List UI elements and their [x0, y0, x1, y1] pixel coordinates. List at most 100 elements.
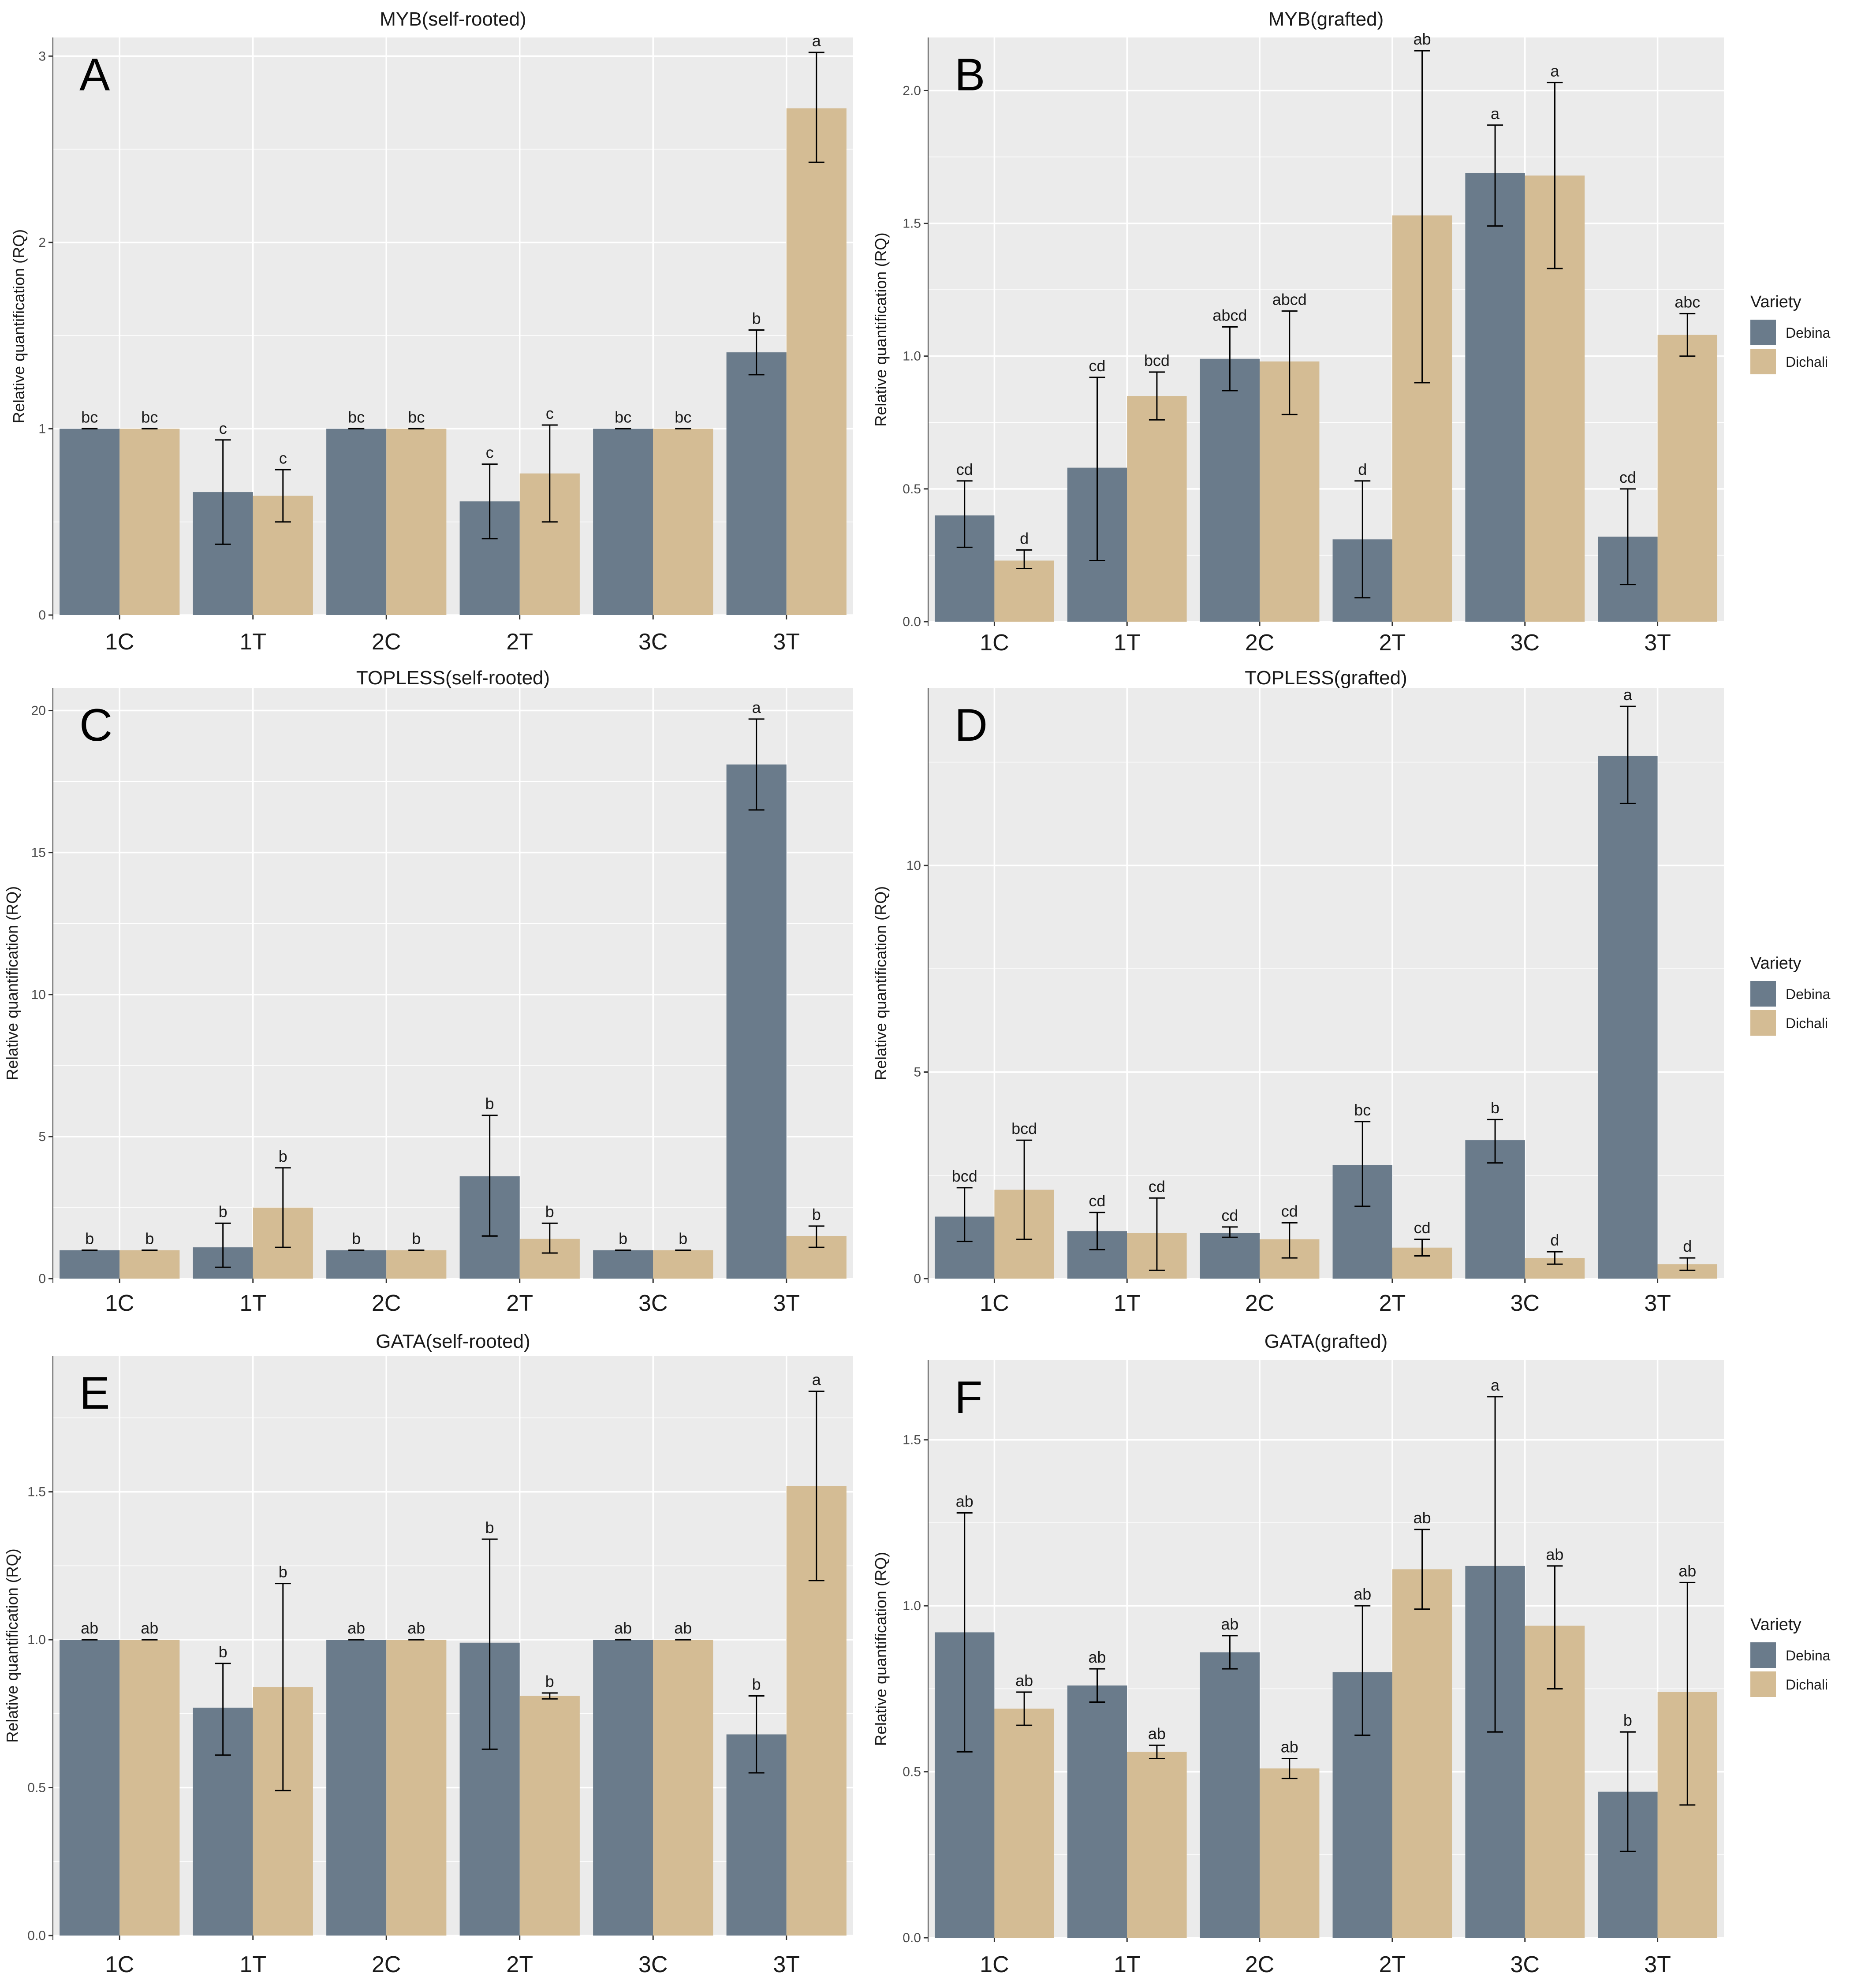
error-bar [1487, 124, 1503, 227]
error-bar [1547, 1565, 1563, 1690]
significance-label: abcd [1272, 290, 1307, 308]
error-bar [1414, 1529, 1430, 1610]
y-axis-label: Relative quantification (RQ) [872, 1552, 890, 1746]
legend-title: Variety [1750, 1615, 1801, 1634]
y-tick-label: 1.0 [27, 1633, 46, 1647]
significance-label: d [1683, 1237, 1692, 1255]
bar-debina-1C [60, 429, 120, 615]
significance-label: cd [1281, 1202, 1298, 1220]
x-tick-label: 1T [1114, 1291, 1141, 1316]
significance-label: ab [1414, 1509, 1431, 1527]
significance-label: bc [81, 408, 98, 426]
error-bar [481, 463, 498, 540]
significance-label: cd [956, 460, 973, 478]
error-bar [808, 1225, 824, 1248]
y-tick-label: 1.5 [27, 1485, 46, 1499]
significance-label: ab [141, 1619, 158, 1637]
error-bar [1354, 1605, 1371, 1736]
significance-label: ab [407, 1619, 425, 1637]
bar-debina-2C [1200, 1652, 1260, 1938]
bar-debina-3T [726, 352, 787, 615]
significance-label: b [619, 1230, 627, 1248]
y-tick-label: 20 [31, 704, 46, 718]
error-bar [1547, 1251, 1563, 1265]
x-tick-label: 3T [1644, 1291, 1671, 1316]
panel-F: 0.00.51.01.51C 1T 2C 2T 3C 3Tabababababababab… [872, 1331, 1724, 1977]
error-bar [1222, 326, 1238, 392]
y-tick-label: 0.0 [903, 615, 921, 629]
error-bar [1089, 1212, 1105, 1250]
bar-dichali-2C [386, 429, 447, 615]
bar-dichali-1C [994, 560, 1054, 622]
y-tick-label: 15 [31, 846, 46, 860]
x-tick-label: 2T [506, 1952, 533, 1977]
error-bar [275, 1167, 291, 1248]
significance-label: c [279, 449, 287, 467]
significance-label: abcd [1212, 306, 1247, 324]
x-tick-label: 1C [980, 630, 1009, 656]
error-bar [215, 1222, 231, 1268]
y-tick-label: 0.5 [27, 1781, 46, 1795]
error-bar [956, 1512, 973, 1753]
error-bar [1089, 377, 1105, 561]
panel-title: MYB(grafted) [1268, 8, 1384, 30]
error-bar [956, 480, 973, 548]
significance-label: b [1623, 1711, 1632, 1729]
significance-label: cd [1089, 357, 1106, 375]
significance-label: b [679, 1230, 687, 1248]
error-bar [1679, 313, 1696, 357]
panel-letter: B [955, 49, 985, 101]
error-bar [1149, 371, 1165, 421]
significance-label: ab [956, 1492, 973, 1510]
error-bar [1679, 1257, 1696, 1271]
y-tick-label: 2 [38, 235, 46, 250]
significance-label: d [1550, 1231, 1559, 1249]
x-tick-label: 1T [239, 1952, 266, 1977]
y-axis-label: Relative quantification (RQ) [872, 232, 890, 426]
error-bar [808, 52, 824, 163]
error-bar [1414, 50, 1430, 384]
x-tick-label: 1T [1114, 630, 1141, 656]
y-axis-label: Relative quantification (RQ) [872, 886, 890, 1080]
bar-debina-1T [1067, 1685, 1127, 1938]
error-bar [1281, 310, 1298, 415]
bar-debina-2C [1200, 358, 1260, 622]
legend-label-dichali: Dichali [1786, 1015, 1828, 1031]
error-bar [275, 1583, 291, 1791]
panel-letter: D [955, 700, 988, 751]
bar-debina-3T [726, 764, 787, 1279]
legend-B: Variety Debina Dichali [1750, 293, 1831, 374]
panel-background [53, 1356, 853, 1936]
legend-F: Variety Debina Dichali [1750, 1615, 1831, 1697]
bar-dichali-2T [519, 1696, 580, 1936]
bar-dichali-1T [1127, 396, 1187, 622]
error-bar [748, 1695, 765, 1774]
significance-label: bc [675, 408, 691, 426]
significance-label: bcd [952, 1167, 977, 1185]
panel-letter: E [79, 1368, 110, 1419]
y-tick-label: 10 [906, 858, 921, 873]
bar-dichali-2C [1260, 1768, 1320, 1938]
x-tick-label: 3C [638, 1291, 668, 1316]
significance-label: a [1491, 1376, 1500, 1394]
legend-swatch-dichali [1750, 1010, 1776, 1036]
significance-label: ab [1354, 1585, 1371, 1603]
x-tick-label: 1T [239, 629, 266, 655]
legend-title: Variety [1750, 293, 1801, 311]
error-bar [1149, 1197, 1165, 1271]
x-tick-label: 2T [1379, 1291, 1406, 1316]
x-tick-label: 2T [506, 1291, 533, 1316]
bar-debina-2C [326, 1250, 387, 1279]
legend-label-debina: Debina [1786, 986, 1831, 1002]
panel-title: TOPLESS(grafted) [1245, 667, 1407, 689]
error-bar [275, 469, 291, 523]
y-tick-label: 1.5 [903, 216, 921, 231]
significance-label: b [145, 1230, 154, 1248]
panel-background [928, 688, 1724, 1279]
panel-background [53, 688, 853, 1279]
x-tick-label: 2C [372, 1291, 401, 1316]
bar-dichali-1T [1127, 1752, 1187, 1938]
error-bar [1222, 1226, 1238, 1238]
bar-dichali-2T [1392, 1569, 1452, 1938]
